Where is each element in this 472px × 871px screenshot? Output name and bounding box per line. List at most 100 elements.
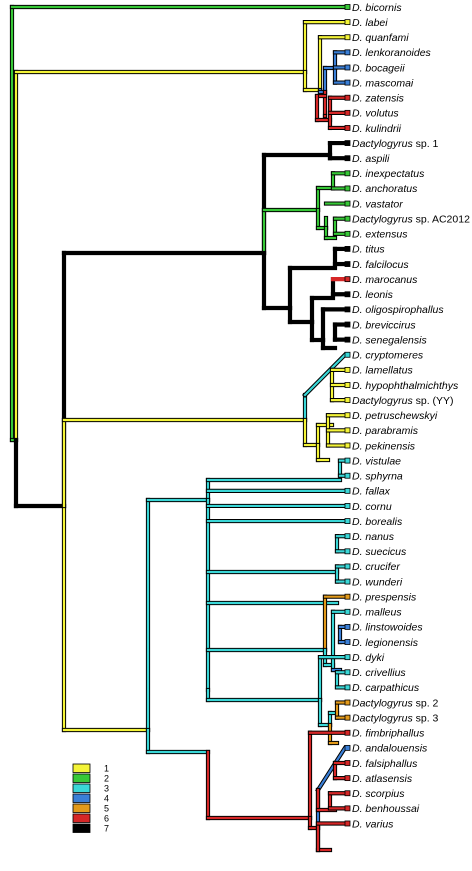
legend-label: 6: [104, 814, 109, 824]
genus-abbrev: D.: [352, 365, 363, 377]
tip-state-marker: [344, 820, 351, 827]
species-name: hypophthalmichthys: [363, 380, 459, 392]
species-name: kulindrii: [363, 123, 402, 135]
taxon-label: D. falcilocus: [352, 259, 409, 271]
tip-state-marker: [344, 805, 351, 812]
genus-name: Dactylogyrus: [352, 213, 413, 225]
species-name: suecicus: [363, 546, 408, 558]
taxon-label: D. vistulae: [352, 455, 401, 467]
taxon-label: D. inexpectatus: [352, 168, 425, 180]
species-name: oligospirophallus: [363, 304, 445, 316]
legend-label: 3: [104, 784, 109, 794]
tip-state-marker: [344, 608, 351, 615]
species-name: nanus: [363, 531, 395, 543]
genus-abbrev: D.: [352, 229, 363, 241]
species-name: cryptomeres: [363, 350, 424, 362]
species-name: titus: [363, 244, 386, 256]
genus-abbrev: D.: [352, 108, 363, 120]
legend-swatch: [72, 823, 91, 833]
genus-abbrev: D.: [352, 319, 363, 331]
genus-abbrev: D.: [352, 62, 363, 74]
genus-abbrev: D.: [352, 32, 363, 44]
taxon-label: D. parabramis: [352, 425, 419, 437]
species-name: senegalensis: [363, 334, 428, 346]
tip-state-marker: [344, 427, 351, 434]
genus-abbrev: D.: [352, 486, 363, 498]
genus-abbrev: D.: [352, 818, 363, 830]
species-name: malleus: [363, 607, 403, 619]
species-name: falsiphallus: [363, 758, 419, 770]
tip-state-marker: [344, 442, 351, 449]
genus-abbrev: D.: [352, 728, 363, 740]
taxon-label: D. nanus: [352, 531, 395, 543]
species-name: falcilocus: [363, 259, 410, 271]
species-name: cornu: [363, 501, 392, 513]
genus-name: Dactylogyrus: [352, 712, 413, 724]
genus-abbrev: D.: [352, 652, 363, 664]
tip-state-marker: [344, 503, 351, 509]
genus-abbrev: D.: [352, 153, 363, 165]
genus-abbrev: D.: [352, 350, 363, 362]
taxon-label: D. benhoussai: [352, 803, 420, 815]
tip-state-marker: [344, 215, 351, 222]
legend-swatch: [72, 803, 91, 813]
tip-state-marker: [344, 457, 351, 464]
species-suffix: sp. 3: [413, 712, 439, 724]
genus-abbrev: D.: [352, 591, 363, 603]
species-name: andalouensis: [363, 743, 429, 755]
legend-label: 1: [104, 764, 109, 774]
taxon-label: D. crucifer: [352, 561, 400, 573]
tip-state-marker: [344, 760, 351, 766]
tip-state-marker: [344, 533, 351, 540]
taxon-label: Dactylogyrus sp. 2: [352, 697, 439, 709]
genus-abbrev: D.: [352, 531, 363, 543]
tip-state-marker: [344, 578, 351, 585]
taxon-label: D. bicornis: [352, 2, 402, 14]
genus-abbrev: D.: [352, 425, 363, 437]
taxon-label: D. petruschewskyi: [352, 410, 438, 422]
taxon-label: D. fimbriphallus: [352, 728, 425, 740]
taxon-label: D. pekinensis: [352, 440, 416, 452]
species-name: vistulae: [363, 455, 402, 467]
tip-state-marker: [344, 487, 351, 494]
taxon-label: D. titus: [352, 244, 385, 256]
genus-abbrev: D.: [352, 682, 363, 694]
genus-abbrev: D.: [352, 2, 363, 14]
genus-abbrev: D.: [352, 622, 363, 634]
branch-state-3: [303, 353, 347, 397]
tip-state-marker: [344, 563, 351, 570]
species-suffix: sp. 2: [413, 697, 439, 709]
genus-abbrev: D.: [352, 501, 363, 513]
genus-abbrev: D.: [352, 743, 363, 755]
tip-state-marker: [344, 276, 351, 283]
tip-state-marker: [344, 593, 351, 600]
species-name: fallax: [363, 486, 391, 498]
taxon-label: D. volutus: [352, 108, 399, 120]
tip-state-marker: [344, 185, 351, 192]
species-name: crivellius: [363, 667, 407, 679]
species-name: dyki: [363, 652, 385, 664]
tip-state-marker: [344, 170, 351, 177]
tip-state-marker: [344, 548, 351, 555]
species-name: bicornis: [363, 2, 403, 14]
tip-state-marker: [344, 744, 351, 751]
tip-state-marker: [344, 230, 351, 237]
tip-state-marker: [344, 94, 351, 101]
genus-abbrev: D.: [352, 410, 363, 422]
genus-abbrev: D.: [352, 803, 363, 815]
legend-label: 2: [104, 774, 109, 784]
species-name: extensus: [363, 229, 409, 241]
species-name: anchoratus: [363, 183, 419, 195]
taxon-label: D. cornu: [352, 501, 392, 513]
legend-label: 5: [104, 804, 109, 814]
taxon-label: D. scorpius: [352, 788, 405, 800]
species-name: legionensis: [363, 637, 419, 649]
tip-state-marker: [344, 624, 351, 630]
tip-state-marker: [344, 518, 351, 524]
taxon-label: D. extensus: [352, 229, 408, 241]
tip-state-marker: [344, 699, 351, 706]
tip-state-marker: [344, 140, 351, 146]
genus-abbrev: D.: [352, 123, 363, 135]
taxon-label: D. labei: [352, 17, 388, 29]
genus-abbrev: D.: [352, 244, 363, 256]
